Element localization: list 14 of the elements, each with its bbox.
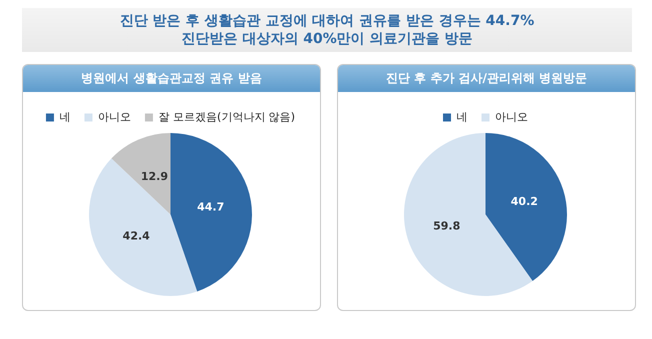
legend-label: 네 bbox=[59, 110, 70, 124]
data-label: 44.7 bbox=[197, 200, 224, 214]
data-label: 40.2 bbox=[510, 195, 538, 208]
legend-label: 아니오 bbox=[495, 110, 528, 124]
data-label: 59.8 bbox=[433, 220, 460, 233]
chart-title: 병원에서 생활습관교정 권유 받음 bbox=[23, 65, 320, 92]
data-label: 42.4 bbox=[122, 229, 150, 242]
chart-title: 진단 후 추가 검사/관리위해 병원방문 bbox=[338, 65, 635, 92]
legend-label: 아니오 bbox=[98, 110, 131, 124]
data-label: 12.9 bbox=[140, 170, 168, 183]
legend-label: 네 bbox=[456, 110, 468, 124]
text: 진단 받은 후 생활습관 교정에 대하여 권유를 받은 경우는 44.7% bbox=[118, 12, 536, 30]
legend-label: 잘 모르겠음(기억나지 않음) bbox=[158, 110, 296, 124]
text: 진단받은 대상자의 40%만이 의료기관을 방문 bbox=[180, 30, 474, 48]
